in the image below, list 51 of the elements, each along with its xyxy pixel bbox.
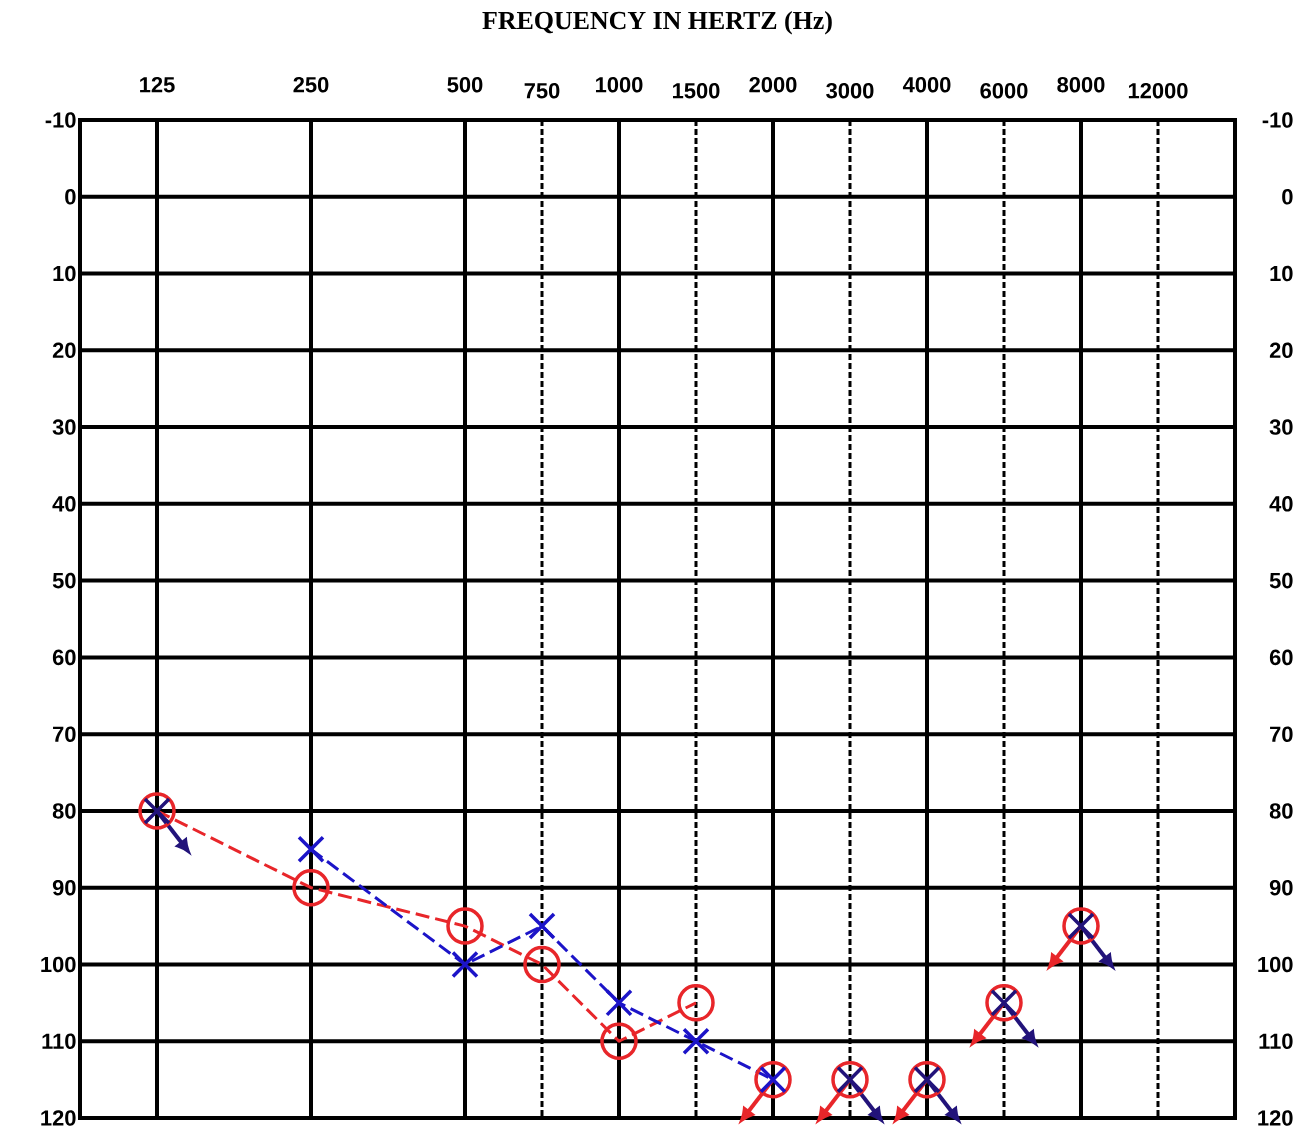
- y2-tick-label: 50: [1269, 572, 1293, 589]
- y-tick-label: 0: [65, 189, 76, 205]
- point: [292, 868, 330, 907]
- x-tick-label: 750: [524, 82, 560, 99]
- y-tick-label: 40: [52, 496, 76, 512]
- y2-tick-label: 10: [1270, 265, 1293, 282]
- y2-tick-label: 20: [1269, 342, 1293, 359]
- x-tick-label: 1000: [595, 76, 643, 93]
- y-tick-label: 110: [42, 1033, 76, 1050]
- y2-tick-label: 40: [1269, 496, 1293, 512]
- y-tick-label: 30: [52, 419, 76, 435]
- point: [297, 835, 325, 864]
- y-tick-label: 100: [41, 956, 76, 973]
- y2-tick-label: 80: [1269, 803, 1293, 819]
- point: [605, 989, 633, 1017]
- x-tick-label: 3000: [826, 82, 874, 99]
- y2-tick-label: 60: [1269, 649, 1293, 666]
- x-tick-label: 2000: [749, 76, 797, 93]
- point: [528, 912, 556, 940]
- y2-tick-label: 120: [1258, 1110, 1293, 1126]
- y2-tick-label: -10: [1262, 112, 1293, 128]
- y-tick-label: 10: [53, 265, 76, 282]
- y-tick-label: 70: [53, 726, 76, 742]
- point: [446, 907, 484, 945]
- x-tick-label: 250: [293, 76, 329, 93]
- y2-tick-label: 70: [1270, 726, 1293, 742]
- y-tick-label: -10: [45, 112, 76, 128]
- y2-tick-label: 100: [1258, 956, 1293, 973]
- x-tick-label: 8000: [1057, 76, 1105, 93]
- y2-tick-label: 0: [1282, 189, 1293, 205]
- x-tick-label: 12000: [1128, 82, 1188, 99]
- point: [677, 984, 715, 1022]
- point: [600, 1022, 638, 1060]
- x-tick-label: 4000: [902, 76, 951, 93]
- y2-tick-label: 110: [1259, 1033, 1293, 1050]
- y-tick-label: 60: [52, 649, 76, 666]
- y-tick-label: 50: [52, 572, 76, 589]
- x-tick-label: 6000: [980, 82, 1028, 99]
- y2-tick-label: 30: [1269, 419, 1293, 435]
- y-tick-label: 20: [52, 342, 76, 359]
- point: [523, 945, 561, 984]
- chart-title: FREQUENCY IN HERTZ (Hz): [482, 11, 832, 35]
- y2-tick-label: 90: [1269, 879, 1293, 896]
- x-tick-label: 500: [447, 76, 483, 93]
- x-tick-label: 125: [140, 76, 175, 93]
- y-tick-label: 80: [52, 803, 76, 819]
- y-tick-label: 90: [52, 879, 76, 896]
- point: [682, 1027, 710, 1056]
- y-tick-label: 120: [41, 1110, 76, 1126]
- x-tick-label: 1500: [672, 82, 720, 99]
- point: [451, 950, 479, 979]
